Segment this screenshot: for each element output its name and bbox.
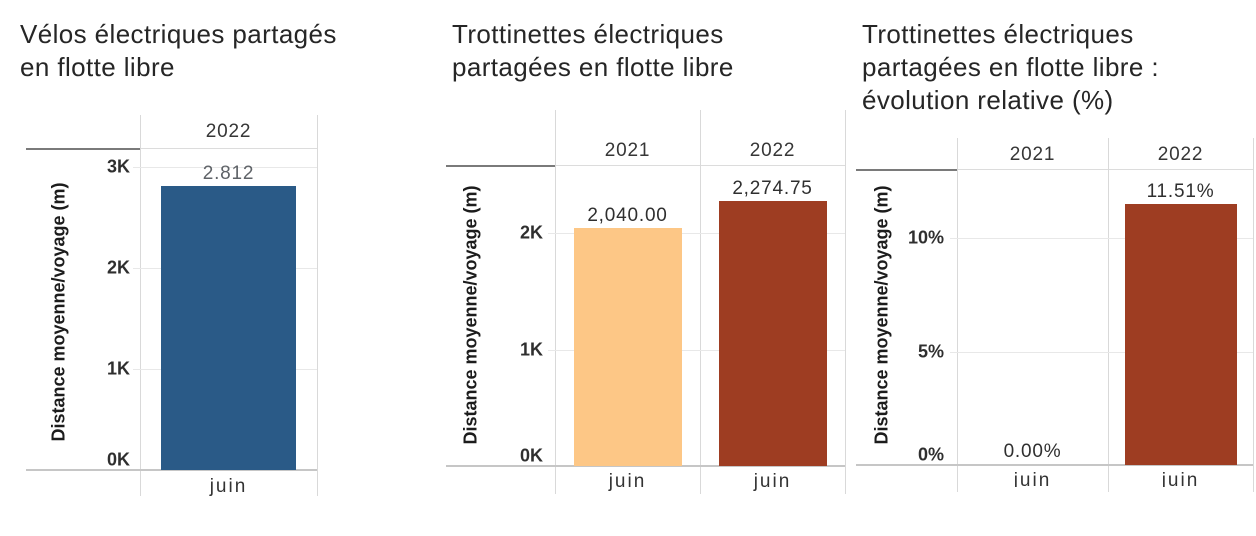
axis-header-rule (856, 169, 957, 171)
bar-value-label: 2,040.00 (587, 205, 668, 227)
y-tick-label: 0K (519, 445, 543, 466)
axis-header-rule (26, 148, 140, 150)
y-tick-label: 1K (106, 358, 130, 379)
y-axis-title: Distance moyenne/voyage (m) (871, 185, 892, 445)
gridline (548, 233, 845, 234)
gridline (133, 167, 317, 168)
chart-title-line: partagées en flotte libre (452, 52, 734, 82)
bar-value-label: 2.812 (202, 162, 255, 184)
chart-title-line: partagées en flotte libre : (862, 52, 1159, 82)
column-separator-line (845, 110, 846, 494)
column-separator-line (700, 110, 701, 494)
column-separator-line (555, 110, 556, 494)
x-axis-label: juin (209, 476, 248, 497)
x-axis-label: juin (753, 471, 792, 492)
x-axis-label: juin (608, 471, 647, 492)
column-header-year: 2021 (604, 140, 651, 161)
bar-value-label: 2,274.75 (732, 177, 813, 199)
x-axis-line (26, 469, 317, 471)
plot-top-border (140, 148, 317, 149)
chart-title: Vélos électriques partagés en flotte lib… (20, 18, 337, 84)
y-tick-label: 2K (106, 257, 130, 278)
chart-title-line: Trottinettes électriques (862, 19, 1134, 49)
column-header-year: 2022 (1157, 144, 1204, 165)
chart-title-line: évolution relative (%) (862, 85, 1114, 115)
x-axis-line (856, 464, 1253, 466)
x-axis-label: juin (1136, 471, 1226, 487)
bar-2022[interactable] (1124, 203, 1237, 465)
column-header-year: 2021 (1009, 144, 1056, 165)
y-tick-label: 5% (917, 341, 944, 361)
column-separator-line (1253, 138, 1254, 492)
column-separator-line (317, 115, 318, 496)
column-separator-line (957, 138, 958, 492)
column-header-year: 2022 (749, 140, 796, 161)
x-axis-label: juin (988, 471, 1078, 487)
column-separator-line (1108, 138, 1109, 492)
chart-title-line: en flotte libre (20, 52, 175, 82)
chart-title: Trottinettes électriques partagées en fl… (862, 18, 1159, 117)
gridline (950, 351, 1253, 353)
bar-value-label: 11.51% (1146, 180, 1215, 202)
y-tick-label: 0K (106, 449, 130, 470)
chart-title-line: Vélos électriques partagés (20, 19, 337, 49)
x-axis-label-text: juin (1161, 471, 1200, 487)
column-header-year: 2022 (205, 121, 252, 142)
x-axis-label-text: juin (1013, 471, 1052, 487)
y-tick-label: 3K (106, 156, 130, 177)
x-axis-line (446, 465, 845, 467)
column-separator-line (140, 115, 141, 496)
gridline (548, 349, 845, 351)
bar-2021[interactable] (573, 228, 682, 466)
chart-title-line: Trottinettes électriques (452, 19, 724, 49)
bar-2022[interactable] (161, 185, 296, 470)
y-tick-label: 2K (519, 222, 543, 243)
chart-title: Trottinettes électriques partagées en fl… (452, 18, 734, 84)
plot-top-border (957, 169, 1253, 170)
bar-2022[interactable] (718, 200, 827, 466)
bar-value-label: 0.00% (1003, 441, 1062, 462)
gridline (950, 238, 1253, 239)
y-tick-label: 1K (519, 339, 543, 359)
y-tick-label: 0% (917, 444, 944, 465)
y-tick-label: 10% (907, 227, 944, 248)
axis-header-rule (446, 165, 555, 167)
